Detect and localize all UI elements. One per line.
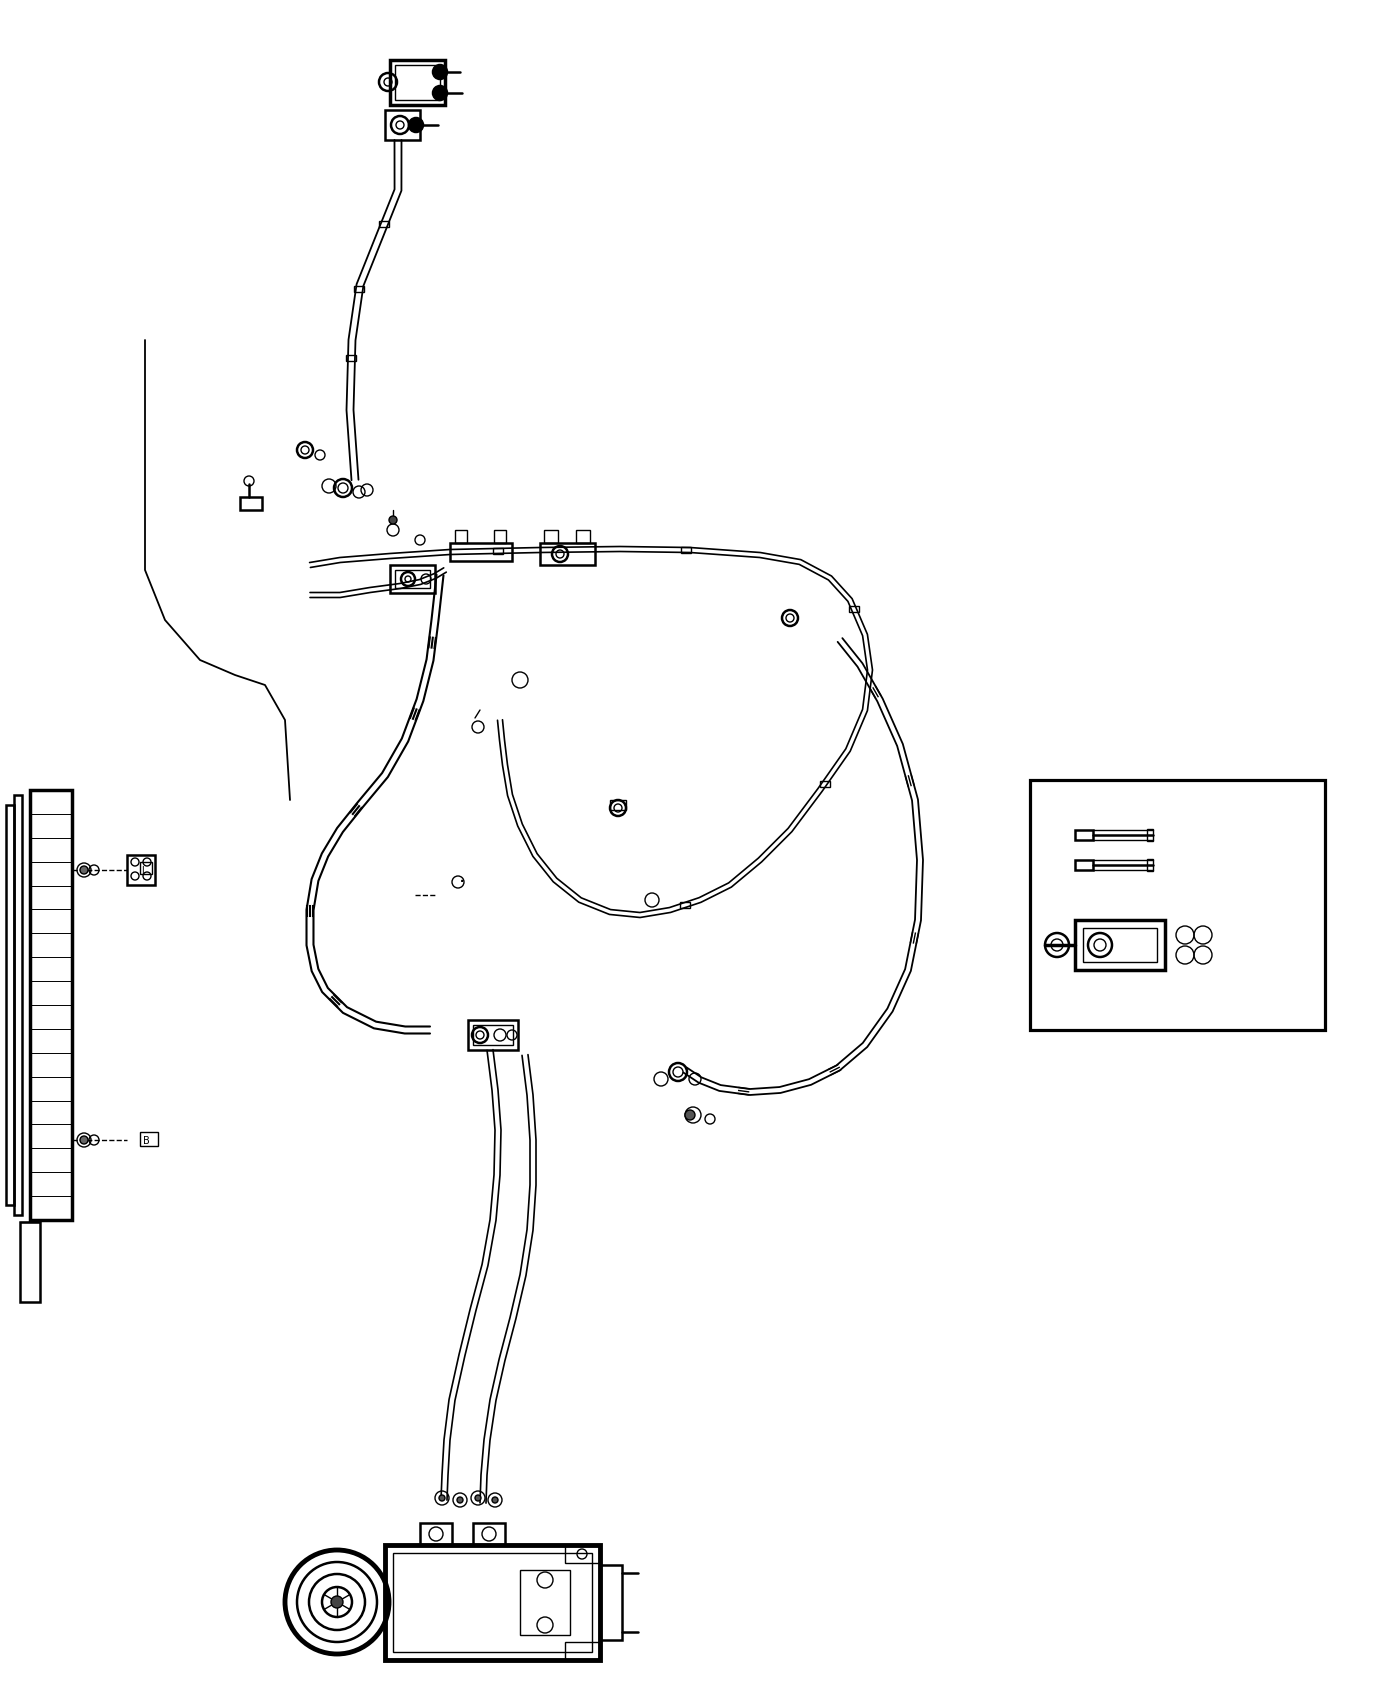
Bar — [140, 1132, 158, 1146]
Bar — [420, 1523, 452, 1545]
Circle shape — [433, 65, 447, 78]
Text: B: B — [143, 1136, 150, 1146]
Bar — [1147, 858, 1154, 870]
Bar — [20, 1222, 41, 1302]
Circle shape — [409, 117, 423, 133]
Bar — [393, 1554, 592, 1652]
Bar — [455, 530, 468, 542]
Bar — [819, 780, 830, 787]
Bar — [391, 564, 435, 593]
Circle shape — [389, 517, 398, 524]
Bar — [473, 1523, 505, 1545]
Bar — [680, 903, 690, 908]
Bar — [391, 60, 445, 105]
Bar — [379, 221, 389, 228]
Bar — [468, 1020, 518, 1051]
Circle shape — [456, 1498, 463, 1503]
Text: ·: · — [459, 872, 465, 891]
Bar — [395, 65, 440, 100]
Bar — [1147, 830, 1154, 842]
Bar — [601, 1566, 622, 1640]
Bar — [1075, 860, 1093, 870]
Bar — [848, 605, 858, 612]
Bar — [239, 496, 262, 510]
Circle shape — [433, 87, 447, 100]
Bar — [1030, 780, 1324, 1030]
Text: l: l — [141, 865, 144, 876]
Bar — [127, 855, 155, 886]
Bar — [385, 1545, 601, 1659]
Bar — [1075, 920, 1165, 971]
Bar — [29, 790, 71, 1221]
Bar — [1075, 830, 1093, 840]
Bar — [473, 1025, 512, 1046]
Circle shape — [330, 1596, 343, 1608]
Bar — [680, 547, 692, 552]
Bar — [540, 542, 595, 564]
Bar — [140, 862, 153, 874]
Bar — [6, 806, 14, 1205]
Bar — [346, 355, 357, 362]
Bar — [1084, 928, 1156, 962]
Circle shape — [440, 1494, 445, 1501]
Circle shape — [491, 1498, 498, 1503]
Circle shape — [475, 1494, 482, 1501]
Bar — [566, 1545, 601, 1562]
Bar — [519, 1571, 570, 1635]
Bar — [385, 110, 420, 139]
Bar — [610, 801, 626, 809]
Bar — [545, 530, 559, 542]
Bar — [493, 547, 503, 554]
Bar — [494, 530, 505, 542]
Bar — [449, 542, 512, 561]
Bar — [395, 570, 430, 588]
Circle shape — [80, 865, 88, 874]
Bar — [566, 1642, 601, 1659]
Bar — [14, 796, 22, 1216]
Bar — [354, 286, 364, 292]
Bar — [575, 530, 589, 542]
Circle shape — [80, 1136, 88, 1144]
Circle shape — [685, 1110, 694, 1120]
